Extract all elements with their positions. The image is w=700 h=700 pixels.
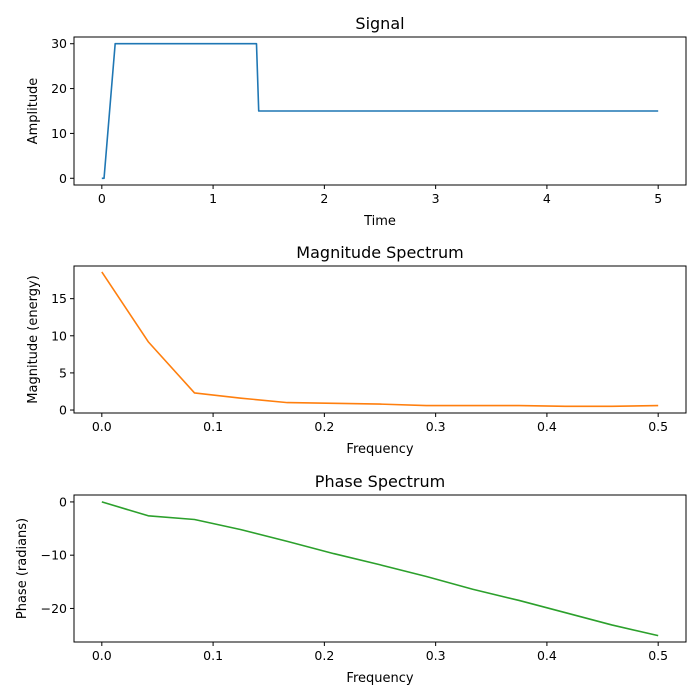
x-tick-label: 0.0 (92, 648, 112, 663)
y-axis-label: Magnitude (energy) (26, 275, 41, 403)
chart-title: Phase Spectrum (315, 472, 445, 491)
chart-title: Magnitude Spectrum (296, 243, 463, 262)
y-tick-label: 10 (51, 126, 67, 141)
x-tick-label: 1 (209, 191, 217, 206)
axes-frame (73, 36, 687, 186)
chart-title: Signal (355, 14, 404, 33)
x-tick-label: 0.4 (537, 419, 557, 434)
x-tick-label: 0.3 (426, 648, 446, 663)
x-axis-label: Frequency (346, 671, 413, 686)
y-tick-label: 15 (51, 291, 67, 306)
subplot-1: Signal 0 1 2 3 4 5 0 10 20 30 Time Amplitude (26, 14, 687, 229)
y-tick-label: 20 (51, 81, 67, 96)
x-tick-label: 0.5 (648, 648, 668, 663)
y-tick-label: 0 (59, 403, 67, 418)
y-tick-label: 30 (51, 36, 67, 51)
axes-frame (73, 494, 687, 643)
y-tick-label: 10 (51, 328, 67, 343)
x-axis-label: Frequency (346, 442, 413, 457)
x-tick-label: 2 (320, 191, 328, 206)
x-tick-label: 0.3 (426, 419, 446, 434)
y-tick-label: 5 (59, 365, 67, 380)
y-tick-label: 0 (59, 494, 67, 509)
axes-frame (73, 265, 687, 414)
x-tick-label: 0.2 (314, 419, 334, 434)
x-axis-label: Time (363, 214, 396, 229)
series-line (101, 271, 659, 408)
x-tick-label: 0.2 (314, 648, 334, 663)
x-tick-label: 4 (543, 191, 551, 206)
x-tick-label: 3 (432, 191, 440, 206)
y-axis-label: Phase (radians) (15, 518, 30, 619)
x-tick-label: 5 (654, 191, 662, 206)
x-tick-label: 0.5 (648, 419, 668, 434)
series-line (101, 501, 659, 637)
y-tick-label: −20 (41, 601, 67, 616)
subplot-3: Phase Spectrum 0.0 0.1 0.2 0.3 0.4 0.5 0 −10 −20 F… (15, 472, 687, 686)
x-tick-label: 0.4 (537, 648, 557, 663)
y-axis-label: Amplitude (26, 78, 41, 145)
y-tick-label: 0 (59, 171, 67, 186)
x-tick-label: 0.1 (203, 419, 223, 434)
series-line (101, 42, 659, 180)
x-tick-label: 0.1 (203, 648, 223, 663)
x-tick-label: 0.0 (92, 419, 112, 434)
subplot-2: Magnitude Spectrum 0.0 0.1 0.2 0.3 0.4 0.5 0 5 10… (26, 243, 687, 457)
y-tick-label: −10 (41, 548, 67, 563)
x-tick-label: 0 (98, 191, 106, 206)
